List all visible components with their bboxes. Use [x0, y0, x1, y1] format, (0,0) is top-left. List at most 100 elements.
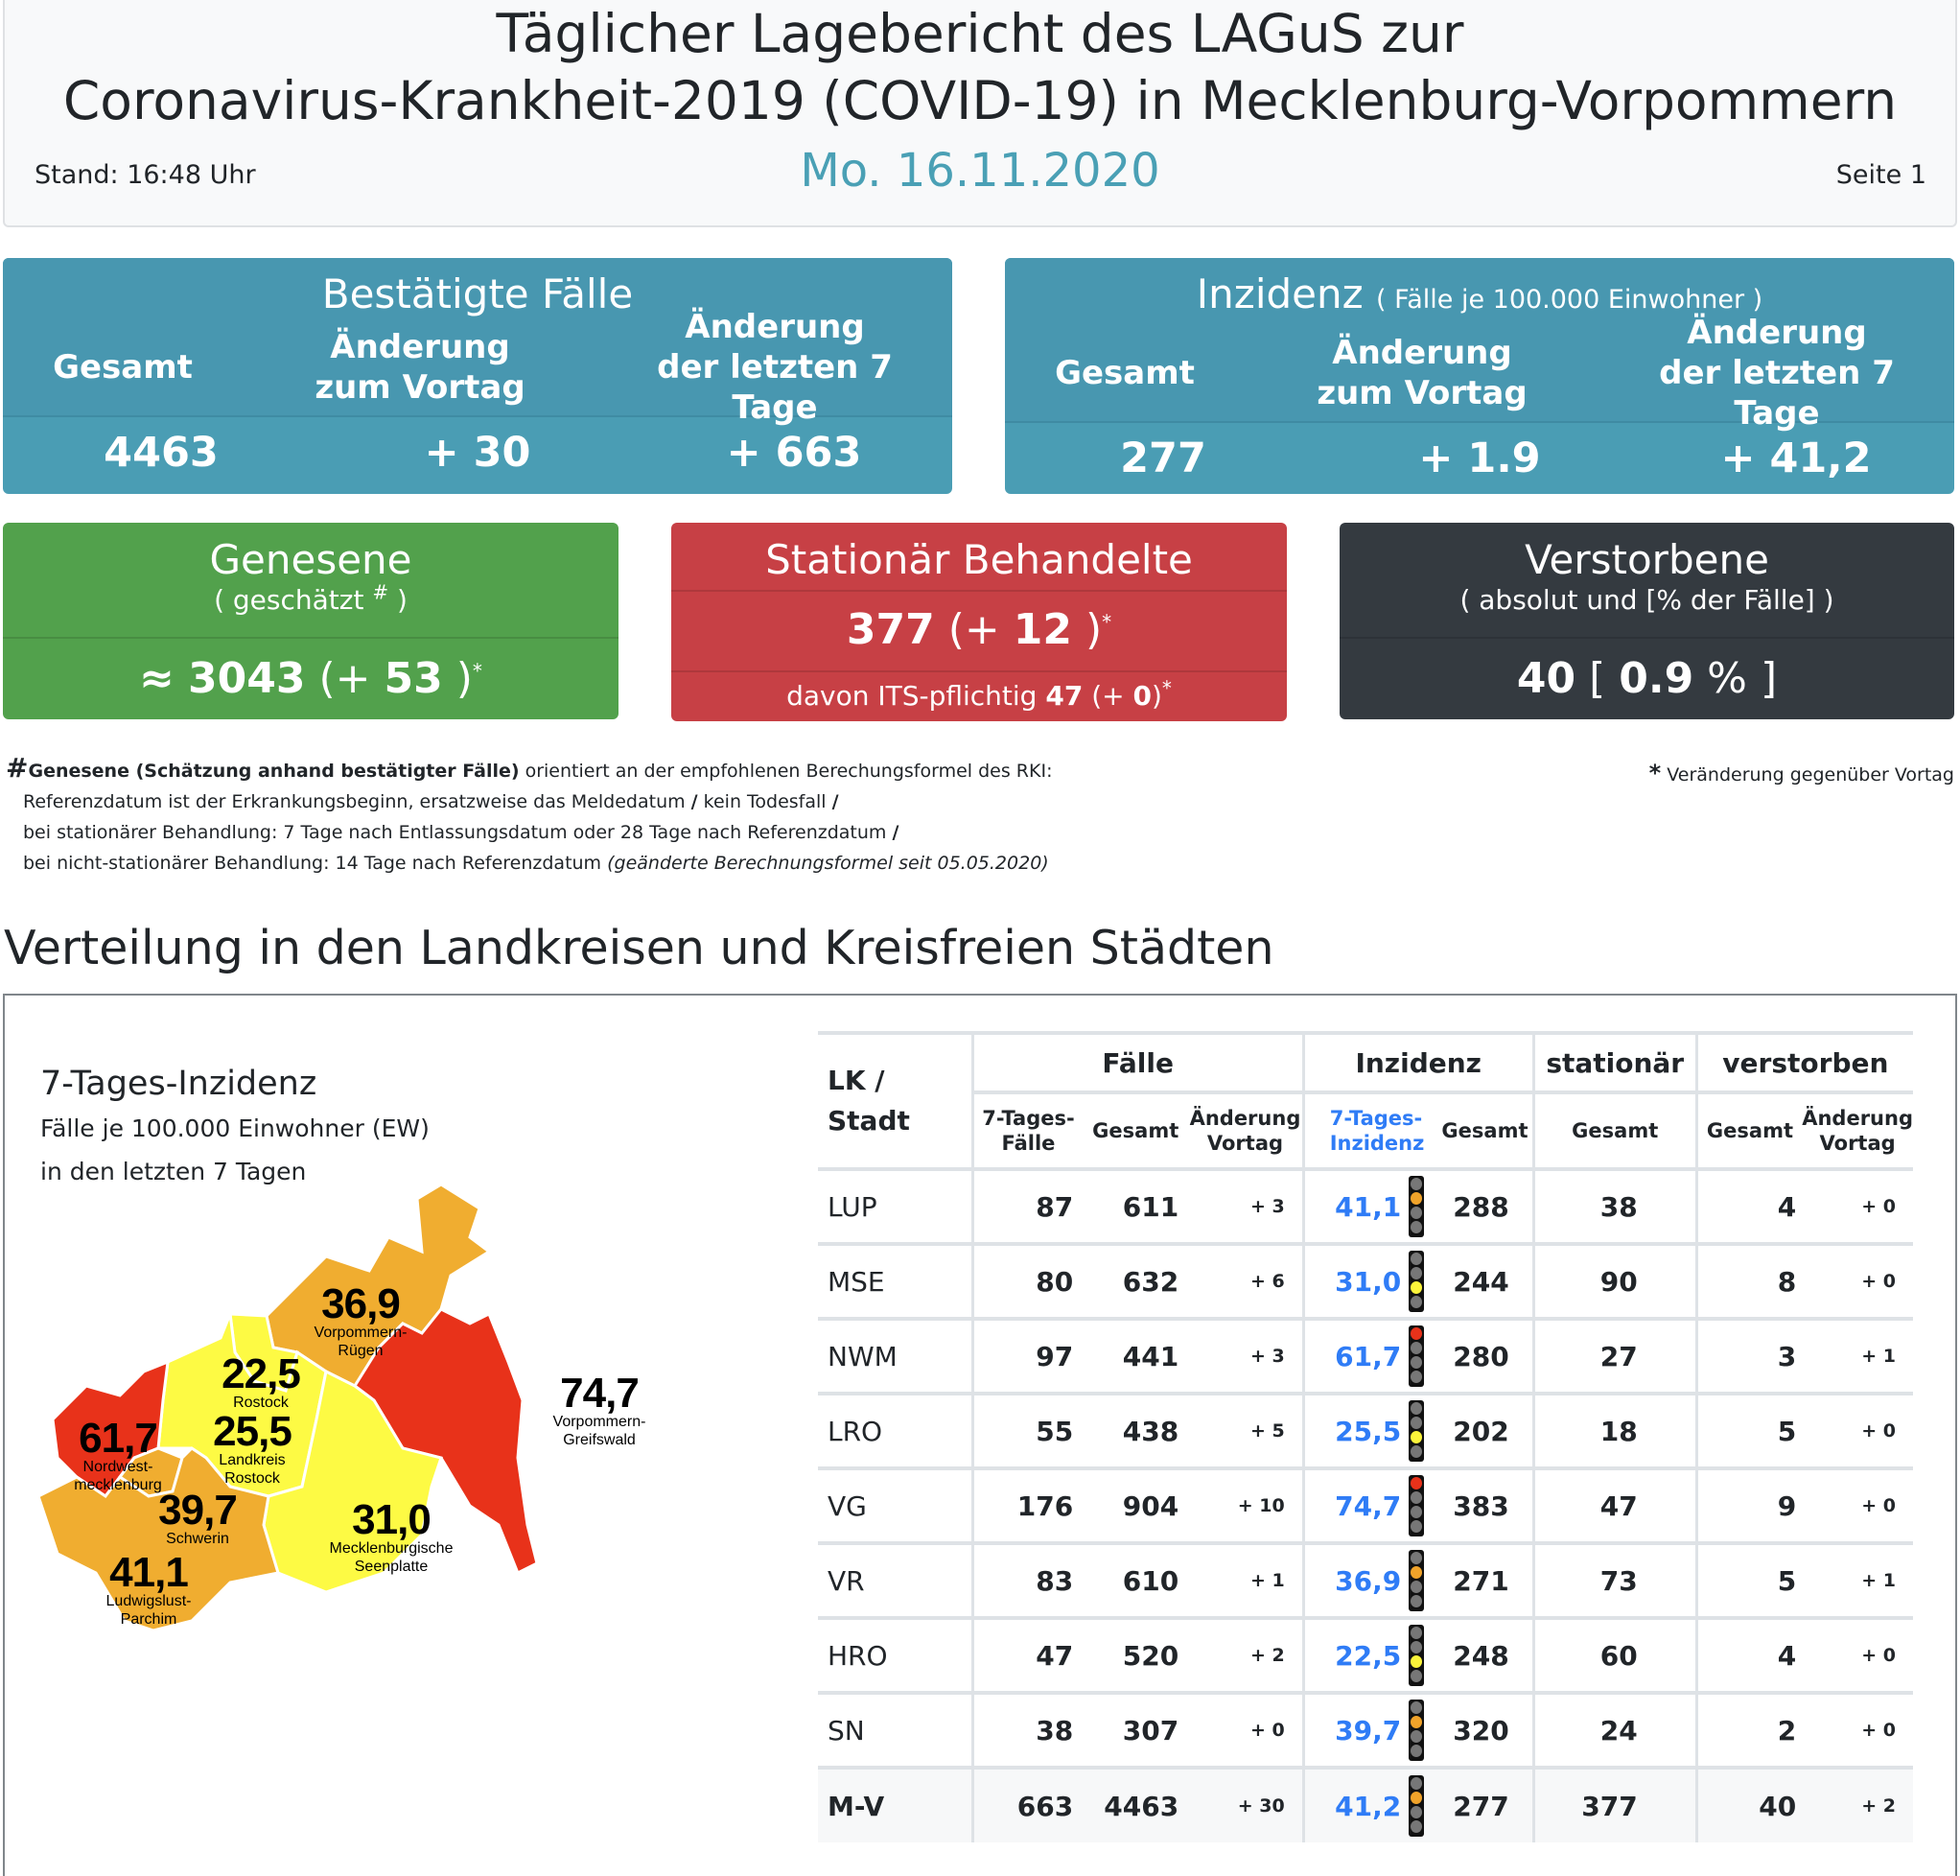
- group-header-incidence: Inzidenz: [1301, 1031, 1534, 1092]
- incidence-total: 248: [1437, 1616, 1534, 1693]
- cases-total: 438: [1083, 1392, 1189, 1468]
- traffic-light-lamp: [1411, 1192, 1423, 1205]
- map-subtitle-1: Fälle je 100.000 Einwohner (EW): [40, 1114, 430, 1142]
- traffic-light-lamp: [1411, 1342, 1423, 1354]
- map-title: 7-Tages-Inzidenz: [40, 1065, 317, 1103]
- col-header-hospitalized-total: Gesamt: [1531, 1090, 1697, 1169]
- traffic-light-lamp: [1411, 1207, 1423, 1219]
- traffic-light-lamp: [1411, 1820, 1423, 1833]
- traffic-light-lamp: [1411, 1745, 1423, 1757]
- hospitalized-total: 377: [1531, 1766, 1697, 1842]
- incidence-change-day: + 1.9: [1418, 434, 1541, 482]
- traffic-light-lamp: [1411, 1670, 1423, 1682]
- region-ludwigslust-parchim[interactable]: [36, 1446, 280, 1632]
- district-name: SN: [818, 1691, 973, 1768]
- col-header-change-day: Änderung zum Vortag: [1317, 334, 1528, 412]
- icu-value: davon ITS-pflichtig 47 (+ 0)*: [786, 676, 1172, 712]
- region-mecklenburgische-seenplatte[interactable]: [262, 1369, 443, 1594]
- traffic-light-cell: [1409, 1616, 1438, 1693]
- traffic-light-lamp: [1411, 1806, 1423, 1818]
- deceased-change: + 1: [1802, 1317, 1913, 1394]
- col-header-deceased-total: Gesamt: [1694, 1090, 1803, 1169]
- incidence-total: 277: [1120, 434, 1206, 482]
- cases-7day: 47: [970, 1616, 1084, 1693]
- deceased-value: 40 [ 0.9 % ]: [1516, 654, 1778, 703]
- cases-7day: 55: [970, 1392, 1084, 1468]
- cases-7day: 83: [970, 1541, 1084, 1618]
- hospitalized-card: Stationär Behandelte 377 (+ 12 )* davon …: [671, 523, 1287, 721]
- cases-change: + 3: [1188, 1317, 1304, 1394]
- map-label-rostock: 22,5 Rostock: [222, 1350, 301, 1412]
- traffic-light-lamp: [1411, 1701, 1423, 1714]
- incidence-total: 271: [1437, 1541, 1534, 1618]
- incidence-total: 383: [1437, 1466, 1534, 1543]
- cases-7day: 97: [970, 1317, 1084, 1394]
- confirmed-change-week: + 663: [726, 429, 862, 477]
- title-line-1: Täglicher Lagebericht des LAGuS zur: [496, 3, 1464, 64]
- cases-change: + 0: [1188, 1691, 1304, 1768]
- map-label-ludwigslust-parchim: 41,1 Ludwigslust- Parchim: [105, 1549, 192, 1629]
- district-name: LRO: [818, 1392, 973, 1468]
- traffic-light-lamp: [1411, 1431, 1423, 1443]
- cases-total: 307: [1083, 1691, 1189, 1768]
- traffic-light-icon: [1409, 1625, 1425, 1686]
- traffic-light-lamp: [1411, 1581, 1423, 1593]
- district-name: LUP: [818, 1167, 973, 1244]
- hospitalized-total: 18: [1531, 1392, 1697, 1468]
- incidence-7day: 74,7: [1301, 1466, 1410, 1543]
- hospitalized-total: 27: [1531, 1317, 1697, 1394]
- cases-total: 611: [1083, 1167, 1189, 1244]
- traffic-light-lamp: [1411, 1777, 1423, 1790]
- deceased-change: + 0: [1802, 1242, 1913, 1319]
- group-header-deceased: verstorben: [1694, 1031, 1913, 1092]
- deceased-total: 4: [1694, 1167, 1803, 1244]
- incidence-card: Inzidenz ( Fälle je 100.000 Einwohner ) …: [1005, 258, 1954, 494]
- col-header-district: LK / Stadt: [818, 1031, 973, 1169]
- traffic-light-cell: [1409, 1541, 1438, 1618]
- cases-change: + 30: [1188, 1766, 1304, 1842]
- deceased-change: + 0: [1802, 1392, 1913, 1468]
- traffic-light-lamp: [1411, 1445, 1423, 1458]
- timestamp: Stand: 16:48 Uhr: [35, 160, 256, 190]
- traffic-light-lamp: [1411, 1552, 1423, 1564]
- cases-7day: 663: [970, 1766, 1084, 1842]
- col-header-change-week: Änderung der letzten 7 Tage: [657, 308, 893, 427]
- table-row: LUP 87 611 + 3 41,1 288 38 4 + 0: [818, 1167, 1913, 1244]
- traffic-light-cell: [1409, 1691, 1438, 1768]
- traffic-light-lamp: [1411, 1491, 1423, 1504]
- group-header-hospitalized: stationär: [1531, 1031, 1697, 1092]
- section-title: Verteilung in den Landkreisen und Kreisf…: [4, 921, 1274, 975]
- table-row: VR 83 610 + 1 36,9 271 73 5 + 1: [818, 1541, 1913, 1618]
- deceased-total: 4: [1694, 1616, 1803, 1693]
- map-label-schwerin: 39,7 Schwerin: [158, 1487, 238, 1548]
- traffic-light-lamp: [1411, 1402, 1423, 1415]
- district-name: MSE: [818, 1242, 973, 1319]
- traffic-light-cell: [1409, 1766, 1438, 1842]
- col-header-total: Gesamt: [1055, 354, 1195, 392]
- cases-total: 904: [1083, 1466, 1189, 1543]
- table-row: SN 38 307 + 0 39,7 320 24 2 + 0: [818, 1691, 1913, 1768]
- deceased-change: + 0: [1802, 1616, 1913, 1693]
- district-name: VG: [818, 1466, 973, 1543]
- col-header-cases-change: Änderung Vortag: [1188, 1090, 1304, 1169]
- traffic-light-lamp: [1411, 1730, 1423, 1743]
- traffic-light-lamp: [1411, 1506, 1423, 1518]
- deceased-total: 2: [1694, 1691, 1803, 1768]
- cases-total: 520: [1083, 1616, 1189, 1693]
- traffic-light-lamp: [1411, 1178, 1423, 1190]
- incidence-7day: 25,5: [1301, 1392, 1410, 1468]
- confirmed-cases-card: Bestätigte Fälle Gesamt Änderung zum Vor…: [3, 258, 952, 494]
- col-header-7day-incidence: 7-Tages- Inzidenz: [1301, 1090, 1438, 1169]
- map-label-vorpommern-ruegen: 36,9 Vorpommern- Rügen: [314, 1280, 408, 1360]
- col-header-cases-total: Gesamt: [1083, 1090, 1189, 1169]
- hospitalized-title: Stationär Behandelte: [765, 536, 1193, 583]
- incidence-change-week: + 41,2: [1720, 434, 1872, 482]
- district-name: NWM: [818, 1317, 973, 1394]
- report-date: Mo. 16.11.2020: [800, 144, 1160, 198]
- hospitalized-total: 24: [1531, 1691, 1697, 1768]
- deceased-change: + 0: [1802, 1167, 1913, 1244]
- cases-total: 4463: [1083, 1766, 1189, 1842]
- incidence-total: 288: [1437, 1167, 1534, 1244]
- cases-total: 632: [1083, 1242, 1189, 1319]
- traffic-light-lamp: [1411, 1356, 1423, 1369]
